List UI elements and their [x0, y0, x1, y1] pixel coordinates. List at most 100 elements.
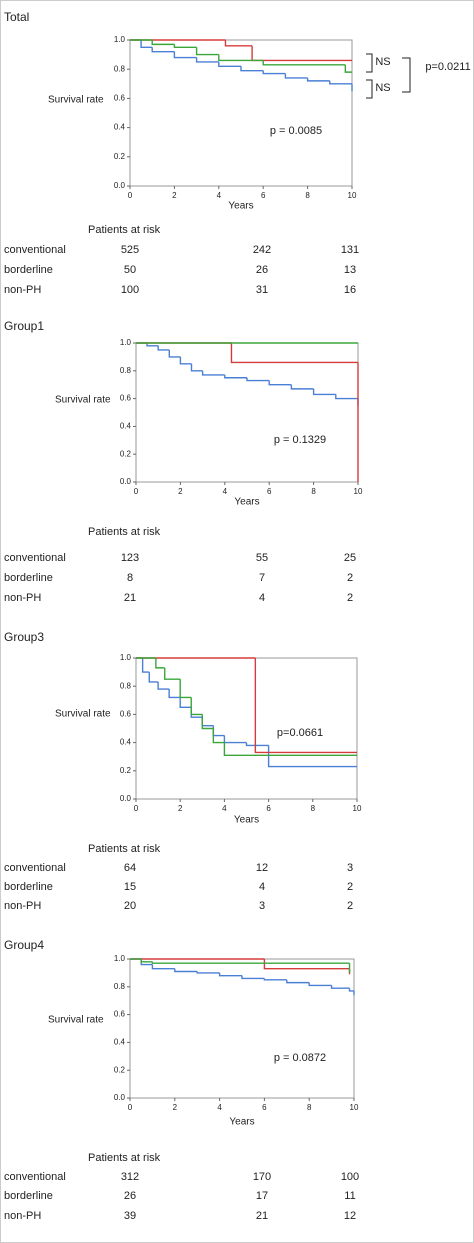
risk-count: 8: [127, 572, 133, 584]
y-tick-label: 0.6: [114, 1010, 126, 1019]
risk-count: 11: [344, 1190, 355, 1202]
survival-step: [306, 77, 330, 82]
risk-count: 12: [256, 862, 268, 874]
risk-count: 2: [347, 900, 353, 912]
survival-step: [201, 717, 214, 727]
survival-step: [212, 728, 225, 744]
plot-frame: [135, 342, 359, 483]
survival-step: [201, 370, 225, 376]
annotation: p=0.0211: [425, 61, 470, 73]
y-tick-label: 0.2: [114, 1065, 126, 1074]
survival-step: [223, 735, 247, 744]
survival-step: [230, 343, 358, 364]
survival-step: [223, 742, 357, 756]
survival-step: [284, 73, 308, 79]
survival-step: [196, 971, 220, 974]
survival-step: [245, 742, 269, 747]
y-tick-label: 0.2: [120, 449, 132, 458]
x-tick-label: 0: [128, 1103, 133, 1112]
survival-step: [212, 725, 225, 737]
risk-count: 20: [124, 900, 136, 912]
x-tick-label: 8: [307, 1103, 312, 1112]
risk-row-label: conventional: [4, 244, 66, 256]
x-tick-label: 6: [266, 804, 271, 813]
x-tick-label: 2: [172, 191, 177, 200]
risk-title: Patients at risk: [88, 1152, 161, 1164]
survival-step: [195, 47, 219, 56]
risk-count: 3: [347, 862, 353, 874]
risk-count: 17: [256, 1190, 268, 1202]
survival-step: [190, 363, 203, 372]
risk-row-label: non-PH: [4, 592, 41, 604]
panel-title: Group4: [4, 938, 44, 952]
panel-title: Group3: [4, 630, 44, 644]
x-tick-label: 8: [305, 191, 310, 200]
risk-title: Patients at risk: [88, 224, 161, 236]
survival-step: [251, 45, 352, 62]
risk-row-label: borderline: [4, 572, 53, 584]
survival-step: [140, 959, 153, 963]
y-tick-label: 0.8: [114, 64, 126, 73]
survival-step: [241, 975, 265, 980]
y-tick-label: 0.0: [120, 794, 132, 803]
risk-count: 131: [341, 244, 359, 256]
survival-step: [240, 66, 264, 72]
survival-step: [155, 658, 165, 669]
survival-step: [254, 658, 357, 754]
annotation: NS: [375, 82, 390, 94]
y-axis-label: Survival rate: [55, 709, 111, 720]
y-axis-label: Survival rate: [48, 95, 104, 106]
survival-step: [267, 745, 357, 768]
risk-count: 100: [121, 284, 139, 296]
y-tick-label: 0.2: [114, 152, 126, 161]
y-tick-label: 0.4: [114, 123, 126, 132]
risk-count: 25: [344, 552, 356, 564]
x-axis-label: Years: [228, 201, 253, 212]
risk-count: 2: [347, 592, 353, 604]
annotation: p = 0.1329: [274, 434, 326, 446]
survival-step: [348, 988, 354, 992]
survival-step: [157, 345, 170, 351]
y-tick-label: 0.4: [120, 738, 132, 747]
x-tick-label: 4: [222, 804, 227, 813]
risk-row-label: borderline: [4, 264, 53, 276]
survival-step: [151, 961, 350, 964]
risk-count: 26: [124, 1190, 136, 1202]
x-axis-label: Years: [234, 497, 259, 508]
survival-step: [168, 689, 181, 699]
y-axis-label: Survival rate: [48, 1015, 104, 1026]
risk-count: 50: [124, 264, 136, 276]
risk-row-label: non-PH: [4, 284, 41, 296]
risk-count: 2: [347, 572, 353, 584]
risk-count: 100: [341, 1171, 359, 1183]
risk-row-label: borderline: [4, 881, 53, 893]
bracket: [366, 53, 411, 99]
survival-step: [190, 707, 203, 718]
survival-step: [218, 61, 241, 67]
panel-title: Total: [4, 10, 29, 24]
risk-count: 242: [253, 244, 271, 256]
survival-step: [146, 343, 159, 347]
survival-step: [308, 982, 332, 987]
risk-count: 123: [121, 552, 139, 564]
x-tick-label: 2: [178, 487, 183, 496]
y-tick-label: 1.0: [120, 338, 132, 347]
x-tick-label: 10: [348, 191, 357, 200]
risk-count: 26: [256, 264, 268, 276]
survival-step: [335, 394, 358, 400]
x-tick-label: 6: [261, 191, 266, 200]
risk-count: 12: [344, 1210, 356, 1222]
annotation: NS: [375, 56, 390, 68]
x-tick-label: 8: [311, 487, 316, 496]
risk-count: 21: [124, 592, 136, 604]
risk-row-label: non-PH: [4, 1210, 41, 1222]
survival-step: [151, 964, 175, 970]
survival-step: [246, 377, 270, 382]
survival-step: [268, 380, 292, 386]
survival-step: [201, 714, 214, 730]
y-tick-label: 0.0: [114, 1093, 126, 1102]
survival-step: [344, 64, 352, 73]
survival-step: [286, 979, 310, 984]
risk-count: 170: [253, 1171, 271, 1183]
